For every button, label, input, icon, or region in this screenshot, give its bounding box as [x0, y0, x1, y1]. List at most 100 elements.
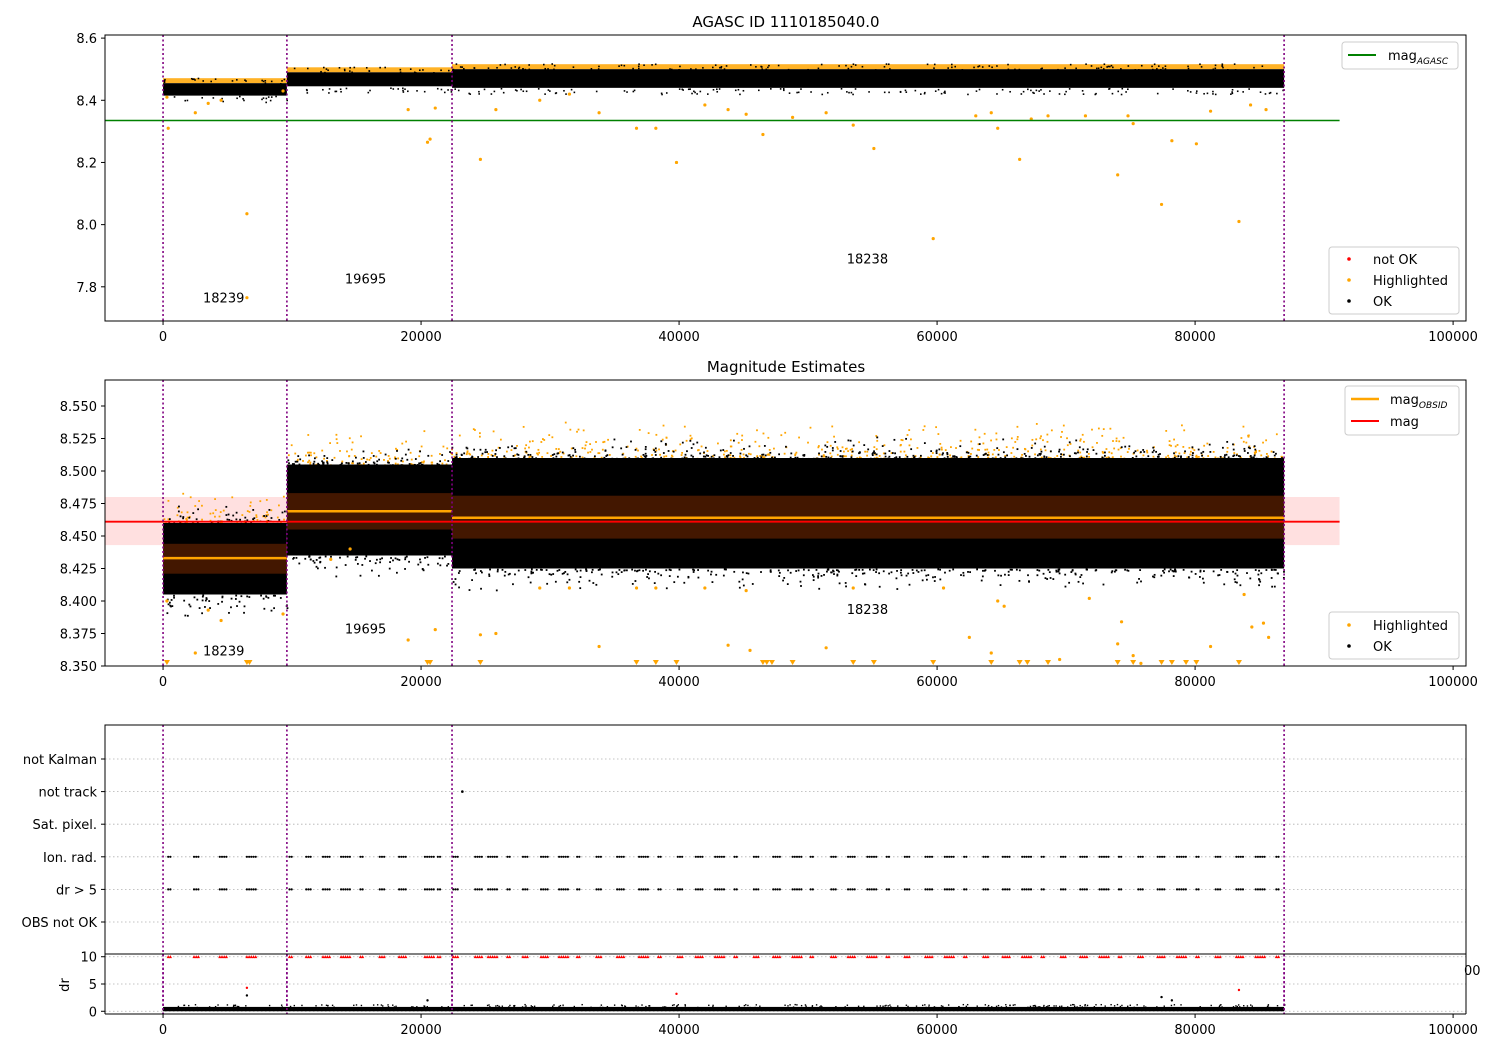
ok-point: [1195, 90, 1198, 92]
ok-point: [777, 64, 780, 67]
ion-rad-mark: [714, 855, 717, 858]
ok-point: [270, 80, 273, 83]
dr-clipped-marker: [1239, 955, 1243, 959]
ok-point: [890, 571, 893, 574]
highlighted-point: [163, 518, 166, 521]
dr-clipped-marker: [321, 955, 325, 959]
ion-rad-mark: [1156, 855, 1159, 858]
dr-point: [1043, 1004, 1045, 1007]
ok-point: [760, 456, 763, 459]
ok-point: [861, 65, 864, 68]
highlighted-point: [453, 455, 456, 458]
ok-point: [193, 78, 195, 80]
ok-point: [782, 88, 785, 90]
dr-point: [524, 1006, 526, 1009]
ok-point: [947, 67, 949, 69]
dr-point: [1100, 1003, 1102, 1006]
ok-point: [167, 603, 170, 606]
dr-point: [1079, 1004, 1081, 1007]
highlighted-point: [626, 445, 629, 448]
ok-point: [840, 88, 843, 90]
ok-point: [1188, 576, 1191, 579]
highlighted-point: [1044, 449, 1047, 452]
highlighted-point: [1122, 436, 1125, 439]
highlighted-point: [1060, 436, 1062, 438]
ok-point: [317, 462, 320, 465]
dr-clipped-marker: [358, 955, 363, 959]
dr-gt-5-mark: [928, 888, 931, 891]
ok-point: [751, 583, 754, 585]
ok-point: [943, 91, 946, 94]
ok-point: [810, 91, 812, 93]
dr-gt-5-mark: [1006, 888, 1009, 891]
highlighted-point: [1174, 451, 1177, 454]
dr-gt-5-mark: [342, 888, 345, 891]
dr-point: [789, 1004, 791, 1006]
ok-point: [1201, 454, 1203, 457]
highlighted-point: [531, 440, 534, 443]
ok-point: [873, 450, 875, 453]
highlighted-point: [581, 456, 584, 459]
ion-rad-mark: [1254, 855, 1257, 858]
ok-point: [324, 566, 326, 569]
ion-rad-mark: [197, 855, 200, 858]
highlighted-point: [433, 106, 437, 110]
ok-point: [712, 457, 715, 460]
ok-point: [912, 572, 915, 574]
ok-point: [595, 90, 598, 93]
ok-point: [1020, 457, 1023, 460]
highlighted-point: [851, 448, 854, 450]
ok-point: [718, 88, 721, 90]
dr-point: [811, 1005, 814, 1007]
highlighted-point: [744, 112, 748, 116]
ok-point: [848, 91, 850, 94]
dr-point: [645, 1005, 647, 1008]
highlighted-point: [597, 111, 601, 115]
dr-gt-5-mark: [1083, 888, 1086, 891]
ok-point: [739, 93, 741, 96]
ok-point: [396, 450, 398, 452]
dr-clipped-marker: [1136, 955, 1140, 959]
legend-box: [1341, 41, 1459, 70]
dr-point: [321, 1004, 323, 1006]
ion-rad-mark: [834, 855, 837, 858]
ok-point: [452, 581, 455, 583]
obs-label-18238: 18238: [847, 252, 888, 267]
ok-point: [1239, 584, 1242, 587]
ok-point: [691, 92, 693, 95]
clipped-marker: [163, 660, 170, 665]
ok-point: [1045, 456, 1048, 459]
ok-point: [334, 90, 337, 93]
dr-gt-5-mark: [454, 888, 457, 891]
ok-point: [888, 455, 891, 458]
dr-clipped-marker: [304, 955, 308, 959]
highlighted-point: [305, 454, 307, 457]
highlighted-point: [744, 589, 748, 593]
highlighted-point: [1267, 635, 1271, 640]
ok-point: [221, 600, 223, 603]
dr-point: [1143, 1005, 1145, 1007]
ok-point: [1057, 68, 1059, 71]
dr-gt-5-mark: [830, 888, 833, 891]
dr-clipped-marker: [194, 955, 198, 959]
ok-point: [246, 595, 249, 598]
highlighted-point: [570, 456, 573, 459]
dr-gt-5-mark: [423, 888, 427, 891]
ok-point: [318, 556, 321, 559]
ok-point: [194, 79, 196, 81]
dr-clipped-marker: [1276, 955, 1281, 959]
ion-rad-mark: [426, 855, 429, 858]
ok-point: [1152, 575, 1154, 578]
highlighted-point: [494, 454, 496, 457]
highlighted-point: [395, 447, 397, 450]
ion-rad-mark: [774, 855, 777, 858]
dr-clipped-marker: [641, 955, 646, 959]
ok-point: [727, 454, 730, 457]
ok-point: [1156, 92, 1159, 95]
highlighted-point: [1168, 444, 1171, 447]
dr-gt-5-mark: [346, 888, 349, 891]
ok-point: [262, 97, 265, 99]
ion-rad-mark: [928, 855, 931, 858]
highlighted-point: [831, 425, 834, 428]
highlighted-point: [209, 519, 212, 522]
